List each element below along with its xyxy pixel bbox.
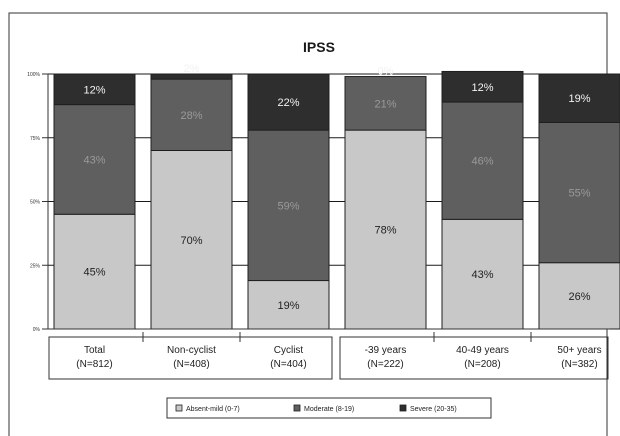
bar-segment	[344, 129, 427, 330]
category-label: 50+ years	[557, 345, 601, 356]
category-n-label: (N=222)	[367, 359, 403, 370]
chart-title: IPSS	[303, 39, 335, 55]
bar-value-label: 43%	[83, 154, 105, 166]
bar-segment	[247, 73, 330, 131]
bar-segment	[538, 262, 620, 330]
category-n-label: (N=382)	[561, 359, 597, 370]
bar-segment	[441, 101, 524, 220]
category-group-box	[339, 336, 609, 380]
category-label: 40-49 years	[456, 345, 509, 356]
category-labels: Total (N=812) Non-cyclist (N=408) Cyclist (N=…	[48, 332, 609, 380]
bar-value-label: 55%	[568, 188, 590, 200]
bar-value-label: 0%	[378, 66, 394, 78]
bar-value-label: 28%	[180, 110, 202, 122]
category-n-label: (N=404)	[270, 359, 306, 370]
bar-segment	[441, 218, 524, 330]
y-tick-label: 75%	[30, 136, 41, 142]
bar-value-label: 19%	[277, 300, 299, 312]
legend-swatch	[399, 404, 407, 412]
category-group-box	[48, 336, 333, 380]
bar-value-label: 46%	[471, 156, 493, 168]
bar-segment	[247, 280, 330, 330]
bar-value-label: 59%	[277, 200, 299, 212]
bar-value-label: 43%	[471, 269, 493, 281]
bar-segment	[53, 104, 136, 215]
category-n-label: (N=812)	[76, 359, 112, 370]
bar-value-label: 21%	[374, 98, 396, 110]
bar-value-label: 12%	[83, 84, 105, 96]
category-n-label: (N=408)	[173, 359, 209, 370]
bar-value-label: 78%	[374, 225, 396, 237]
legend-label: Moderate (8-19)	[304, 406, 354, 413]
legend-label: Absent-mild (0-7)	[186, 406, 240, 413]
bar-value-label: 70%	[180, 235, 202, 247]
bar-value-label: 22%	[277, 97, 299, 109]
bar-value-label: 2%	[184, 63, 200, 75]
bar-value-label: 12%	[471, 82, 493, 94]
bar-segment	[538, 73, 620, 123]
category-label: Cyclist	[274, 345, 304, 356]
legend-swatch	[175, 404, 183, 412]
category-label: -39 years	[365, 345, 407, 356]
y-axis: 0% 25% 50% 75% 100%	[27, 72, 610, 333]
category-n-label: (N=208)	[464, 359, 500, 370]
bar-segment	[53, 213, 136, 330]
legend-swatch	[293, 404, 301, 412]
legend: Absent-mild (0-7) Moderate (8-19) Severe (…	[166, 397, 492, 419]
bar-value-label: 45%	[83, 267, 105, 279]
bar-segment	[344, 76, 427, 131]
bar-segment	[53, 73, 136, 106]
category-label: Total	[84, 345, 105, 356]
y-tick-label: 100%	[27, 72, 40, 78]
bar-value-label: 26%	[568, 291, 590, 303]
y-tick-label: 25%	[30, 263, 41, 269]
category-label: Non-cyclist	[167, 345, 216, 356]
legend-box	[166, 397, 492, 419]
bars: 45% 43% 12% 70% 28% 2% 19% 59% 22% 78% 21% 0% 43% 46%…	[53, 63, 620, 330]
bar-segment	[150, 73, 233, 80]
y-tick-label: 0%	[33, 327, 41, 333]
bar-segment	[441, 70, 524, 103]
legend-label: Severe (20-35)	[410, 406, 457, 413]
bar-segment	[538, 121, 620, 264]
bar-value-label: 19%	[568, 93, 590, 105]
y-tick-label: 50%	[30, 200, 41, 206]
